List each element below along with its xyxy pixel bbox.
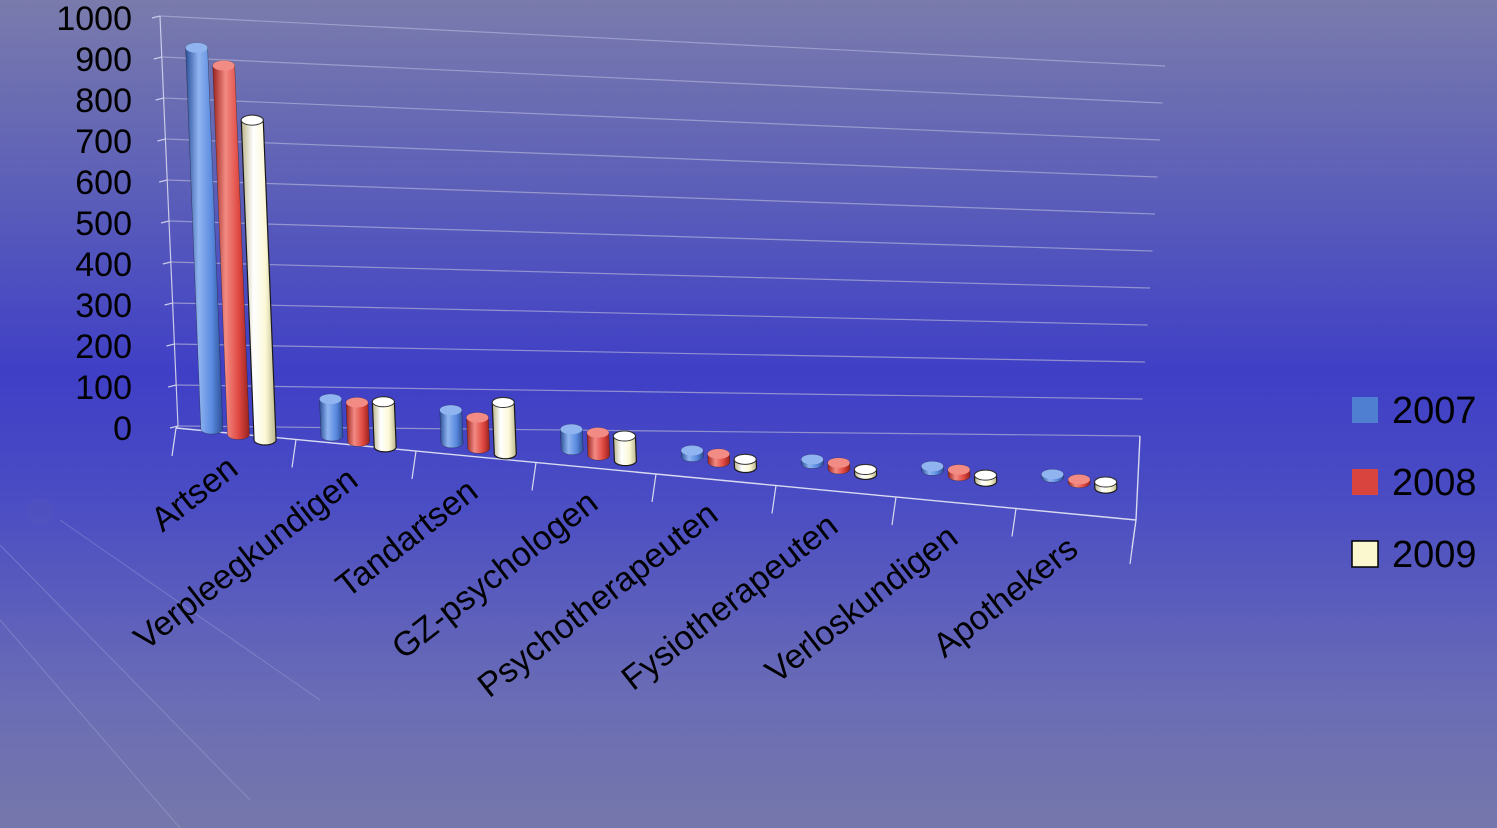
bar-2007-psychotherapeuten bbox=[680, 445, 704, 462]
x-tick-mark bbox=[1011, 508, 1017, 537]
gridline bbox=[165, 138, 1158, 178]
bar-2007-tandartsen bbox=[439, 404, 464, 448]
x-tick-label: Verpleegkundigen bbox=[127, 460, 365, 658]
gridline bbox=[174, 343, 1146, 363]
y-tick-label: 700 bbox=[75, 123, 132, 161]
bar-2009-verpleegkundigen bbox=[371, 396, 397, 453]
y-tick-label: 100 bbox=[75, 369, 132, 407]
x-tick-label: Psychotherapeuten bbox=[471, 495, 725, 705]
y-tick-mark bbox=[166, 343, 175, 347]
y-tick-mark bbox=[153, 56, 162, 60]
bar-2008-verloskundigen bbox=[947, 464, 971, 481]
legend-label: 2009 bbox=[1392, 534, 1477, 576]
bar-2008-fysiotherapeuten bbox=[827, 457, 851, 475]
bar-2008-artsen bbox=[212, 60, 250, 440]
bar-2008-gz-psychologen bbox=[586, 427, 610, 461]
bar-2009-gz-psychologen bbox=[612, 430, 637, 467]
y-tick-label: 500 bbox=[75, 205, 132, 243]
y-tick-mark bbox=[169, 425, 179, 429]
x-tick-label: Artsen bbox=[144, 449, 245, 539]
legend-item-2008: 2008 bbox=[1352, 462, 1477, 504]
bar-2007-gz-psychologen bbox=[560, 424, 584, 455]
y-tick-label: 800 bbox=[75, 82, 132, 120]
y-tick-label: 0 bbox=[113, 410, 132, 448]
bar-2009-artsen bbox=[240, 114, 277, 446]
legend-swatch bbox=[1352, 397, 1378, 423]
bar-2009-apothekers bbox=[1093, 476, 1118, 494]
gridline bbox=[159, 15, 1166, 67]
y-tick-label: 600 bbox=[75, 164, 132, 202]
legend-label: 2007 bbox=[1392, 390, 1477, 432]
y-tick-mark bbox=[164, 302, 173, 306]
legend-label: 2008 bbox=[1392, 462, 1477, 504]
bar-2008-verpleegkundigen bbox=[345, 397, 370, 447]
y-tick-label: 1000 bbox=[56, 0, 132, 38]
bar-2008-psychotherapeuten bbox=[707, 448, 731, 468]
y-tick-mark bbox=[160, 220, 170, 224]
y-tick-mark bbox=[151, 15, 161, 19]
y-tick-mark bbox=[159, 179, 168, 183]
gridline bbox=[168, 220, 1153, 252]
bar-2007-apothekers bbox=[1041, 469, 1064, 483]
bars bbox=[185, 42, 1118, 494]
y-tick-mark bbox=[155, 97, 164, 101]
bar-2007-verpleegkundigen bbox=[319, 393, 344, 442]
bar-2009-tandartsen bbox=[491, 396, 517, 460]
y-tick-label: 200 bbox=[75, 328, 132, 366]
x-axis-labels: ArtsenVerpleegkundigenTandartsenGZ-psych… bbox=[127, 449, 1085, 705]
bar-2007-fysiotherapeuten bbox=[801, 454, 824, 469]
y-tick-label: 900 bbox=[75, 41, 132, 79]
y-tick-label: 400 bbox=[75, 246, 132, 284]
legend-swatch bbox=[1351, 540, 1379, 568]
x-tick-mark bbox=[771, 485, 777, 514]
legend-item-2007: 2007 bbox=[1352, 390, 1477, 432]
x-tick-mark bbox=[291, 439, 297, 468]
y-tick-label: 300 bbox=[75, 287, 132, 325]
bar-2009-fysiotherapeuten bbox=[853, 463, 878, 480]
x-tick-mark bbox=[411, 450, 417, 480]
y-tick-mark bbox=[162, 261, 171, 265]
bar-2007-verloskundigen bbox=[921, 461, 944, 476]
background-decoration bbox=[0, 498, 321, 828]
legend-swatch bbox=[1352, 469, 1378, 495]
axes bbox=[159, 15, 1141, 565]
bar-2008-apothekers bbox=[1067, 474, 1091, 488]
gridline bbox=[170, 261, 1151, 289]
y-tick-mark bbox=[168, 384, 177, 388]
bar-2008-tandartsen bbox=[466, 412, 490, 454]
x-tick-mark bbox=[651, 473, 657, 503]
x-tick-mark bbox=[531, 462, 537, 491]
bar-2007-artsen bbox=[185, 42, 224, 435]
legend: 2007 2008 2009 bbox=[1351, 390, 1477, 576]
bar-2009-psychotherapeuten bbox=[733, 453, 758, 474]
gridlines bbox=[159, 15, 1166, 437]
gridline bbox=[167, 179, 1156, 215]
bar-2009-verloskundigen bbox=[973, 469, 998, 487]
x-tick-mark bbox=[1131, 519, 1137, 549]
gridline bbox=[176, 384, 1143, 400]
x-tick-mark bbox=[171, 427, 177, 457]
legend-item-2009: 2009 bbox=[1351, 534, 1477, 576]
gridline bbox=[161, 56, 1163, 104]
gridline bbox=[163, 97, 1161, 141]
x-tick-mark bbox=[891, 496, 897, 526]
y-tick-mark bbox=[157, 138, 166, 142]
gridline bbox=[172, 302, 1148, 326]
